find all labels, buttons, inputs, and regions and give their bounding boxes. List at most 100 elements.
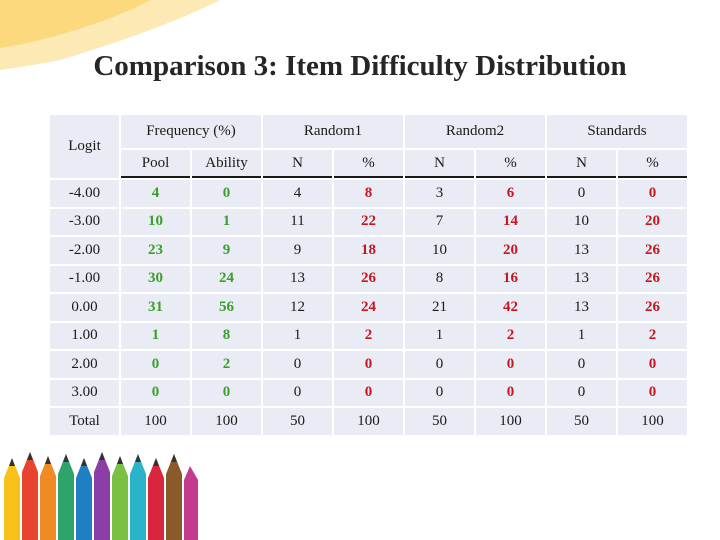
difficulty-distribution-table: Logit Frequency (%) Random1 Random2 Stan… xyxy=(48,113,689,437)
logit-cell: -4.00 xyxy=(50,180,119,207)
random2-n-cell: 1 xyxy=(405,322,474,349)
pool-cell: 100 xyxy=(121,408,190,435)
slide-title: Comparison 3: Item Difficulty Distributi… xyxy=(93,50,627,82)
table-row: -1.00 30 24 13 26 8 16 13 26 xyxy=(50,265,687,292)
table-row: -3.00 10 1 11 22 7 14 10 20 xyxy=(50,208,687,235)
random1-n-cell: 9 xyxy=(263,237,332,264)
random2-percent-cell: 2 xyxy=(476,322,545,349)
ability-cell: 56 xyxy=(192,294,261,321)
logit-cell: -1.00 xyxy=(50,265,119,292)
subheader-standards-n: N xyxy=(547,150,616,178)
table-row: -2.00 23 9 9 18 10 20 13 26 xyxy=(50,237,687,264)
table-row: 3.00 0 0 0 0 0 0 0 0 xyxy=(50,379,687,406)
random2-percent-cell: 16 xyxy=(476,265,545,292)
standards-n-cell: 0 xyxy=(547,180,616,207)
random1-n-cell: 1 xyxy=(263,322,332,349)
subheader-random2-n: N xyxy=(405,150,474,178)
standards-percent-cell: 2 xyxy=(618,322,687,349)
ability-cell: 2 xyxy=(192,351,261,378)
random1-percent-cell: 0 xyxy=(334,351,403,378)
standards-n-cell: 50 xyxy=(547,408,616,435)
random1-n-cell: 4 xyxy=(263,180,332,207)
standards-n-cell: 13 xyxy=(547,237,616,264)
standards-percent-cell: 26 xyxy=(618,237,687,264)
logit-cell: 0.00 xyxy=(50,294,119,321)
standards-n-cell: 13 xyxy=(547,294,616,321)
random2-n-cell: 8 xyxy=(405,265,474,292)
standards-n-cell: 13 xyxy=(547,265,616,292)
random1-n-cell: 13 xyxy=(263,265,332,292)
standards-percent-cell: 26 xyxy=(618,265,687,292)
ability-cell: 0 xyxy=(192,379,261,406)
standards-percent-cell: 0 xyxy=(618,180,687,207)
ability-cell: 100 xyxy=(192,408,261,435)
header-row-groups: Logit Frequency (%) Random1 Random2 Stan… xyxy=(50,115,687,178)
group-header-frequency: Frequency (%) xyxy=(121,115,261,148)
ability-cell: 9 xyxy=(192,237,261,264)
random1-percent-cell: 100 xyxy=(334,408,403,435)
random2-percent-cell: 100 xyxy=(476,408,545,435)
ability-cell: 1 xyxy=(192,208,261,235)
random1-percent-cell: 2 xyxy=(334,322,403,349)
standards-percent-cell: 0 xyxy=(618,351,687,378)
standards-n-cell: 0 xyxy=(547,351,616,378)
random1-percent-cell: 0 xyxy=(334,379,403,406)
random2-n-cell: 0 xyxy=(405,351,474,378)
random1-n-cell: 50 xyxy=(263,408,332,435)
pool-cell: 31 xyxy=(121,294,190,321)
random2-n-cell: 0 xyxy=(405,379,474,406)
standards-n-cell: 1 xyxy=(547,322,616,349)
subheader-pool: Pool xyxy=(121,150,190,178)
logit-cell: -2.00 xyxy=(50,237,119,264)
ability-cell: 8 xyxy=(192,322,261,349)
random2-n-cell: 21 xyxy=(405,294,474,321)
subheader-random2-percent: % xyxy=(476,150,545,178)
pool-cell: 4 xyxy=(121,180,190,207)
random1-n-cell: 0 xyxy=(263,351,332,378)
random1-percent-cell: 22 xyxy=(334,208,403,235)
random2-n-cell: 50 xyxy=(405,408,474,435)
corner-swoosh-decoration xyxy=(0,0,220,70)
pool-cell: 30 xyxy=(121,265,190,292)
subheader-ability: Ability xyxy=(192,150,261,178)
pool-cell: 0 xyxy=(121,351,190,378)
subheader-standards-percent: % xyxy=(618,150,687,178)
random1-n-cell: 0 xyxy=(263,379,332,406)
random2-n-cell: 10 xyxy=(405,237,474,264)
random1-percent-cell: 18 xyxy=(334,237,403,264)
random2-percent-cell: 6 xyxy=(476,180,545,207)
logit-cell: Total xyxy=(50,408,119,435)
random1-percent-cell: 26 xyxy=(334,265,403,292)
group-header-random1: Random1 xyxy=(263,115,403,148)
table-row: -4.00 4 0 4 8 3 6 0 0 xyxy=(50,180,687,207)
random2-percent-cell: 14 xyxy=(476,208,545,235)
random1-percent-cell: 24 xyxy=(334,294,403,321)
group-header-standards: Standards xyxy=(547,115,687,148)
logit-cell: -3.00 xyxy=(50,208,119,235)
colored-pencils-image xyxy=(4,452,198,540)
logit-header: Logit xyxy=(50,115,119,178)
table-row: 2.00 0 2 0 0 0 0 0 0 xyxy=(50,351,687,378)
random1-percent-cell: 8 xyxy=(334,180,403,207)
ability-cell: 24 xyxy=(192,265,261,292)
random2-n-cell: 7 xyxy=(405,208,474,235)
group-header-random2: Random2 xyxy=(405,115,545,148)
standards-percent-cell: 20 xyxy=(618,208,687,235)
standards-n-cell: 0 xyxy=(547,379,616,406)
subheader-random1-percent: % xyxy=(334,150,403,178)
ability-cell: 0 xyxy=(192,180,261,207)
random2-percent-cell: 0 xyxy=(476,351,545,378)
table-row-total: Total 100 100 50 100 50 100 50 100 xyxy=(50,408,687,435)
logit-cell: 3.00 xyxy=(50,379,119,406)
table-row: 0.00 31 56 12 24 21 42 13 26 xyxy=(50,294,687,321)
logit-cell: 1.00 xyxy=(50,322,119,349)
random2-percent-cell: 0 xyxy=(476,379,545,406)
table-row: 1.00 1 8 1 2 1 2 1 2 xyxy=(50,322,687,349)
pool-cell: 23 xyxy=(121,237,190,264)
standards-n-cell: 10 xyxy=(547,208,616,235)
pool-cell: 0 xyxy=(121,379,190,406)
subheader-random1-n: N xyxy=(263,150,332,178)
random2-percent-cell: 20 xyxy=(476,237,545,264)
random2-n-cell: 3 xyxy=(405,180,474,207)
random2-percent-cell: 42 xyxy=(476,294,545,321)
